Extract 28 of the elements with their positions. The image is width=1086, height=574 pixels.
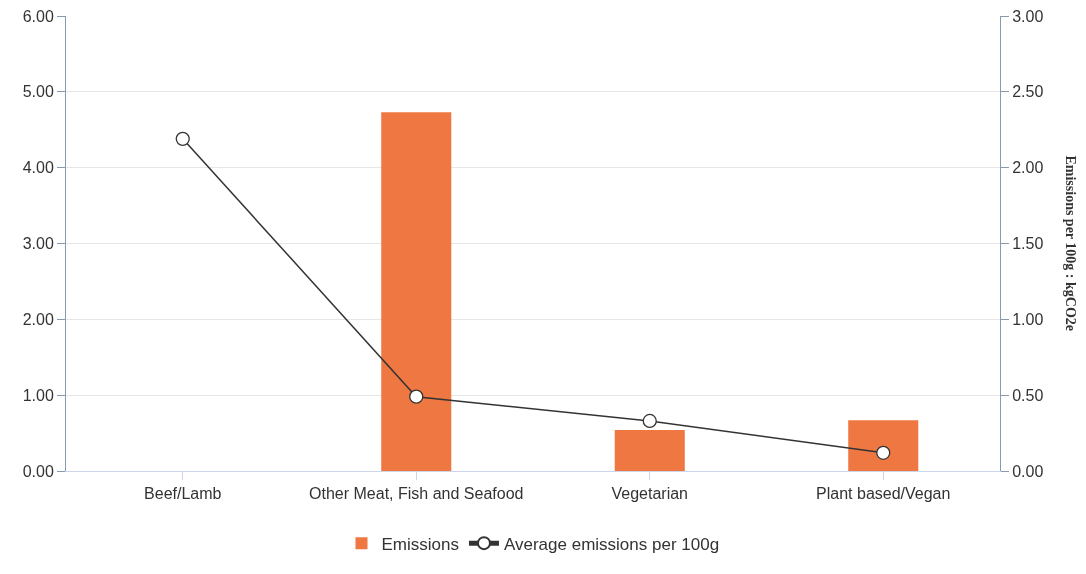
y2-tick-label: 0.00 <box>1012 462 1044 480</box>
y-tick-label: 3.00 <box>22 235 54 253</box>
x-tick-label: Plant based/Vegan <box>816 485 951 503</box>
x-tick-label: Other Meat, Fish and Seafood <box>309 485 524 503</box>
y-tick-label: 0.00 <box>22 462 54 480</box>
point <box>175 131 190 146</box>
y-tick-label: 4.00 <box>22 159 54 177</box>
y-tick-label: 6.00 <box>22 7 54 25</box>
y2-tick-label: 2.00 <box>1012 159 1044 177</box>
x-tick-label: Vegetarian <box>611 485 689 503</box>
bar <box>614 430 685 471</box>
y-tick-label: 5.00 <box>22 83 54 101</box>
y2-tick-label: 0.50 <box>1012 386 1044 404</box>
point <box>642 413 657 429</box>
y2-tick-label: 2.50 <box>1012 83 1044 101</box>
y-tick-label: 1.00 <box>22 386 54 404</box>
y2-tick-label: 1.00 <box>1012 310 1044 328</box>
point <box>876 445 891 460</box>
legend-label: Average emissions per 100g <box>503 534 720 554</box>
bar <box>848 420 919 471</box>
y2-tick-label: 1.50 <box>1012 235 1044 253</box>
y2-axis-title: Emissions per 100g : kgCO2e <box>1062 155 1078 331</box>
point <box>409 389 424 404</box>
legend-label: Emissions <box>381 534 459 554</box>
bar <box>381 112 452 471</box>
y2-tick-label: 3.00 <box>1012 7 1044 25</box>
y-tick-label: 2.00 <box>22 310 54 328</box>
x-tick-label: Beef/Lamb <box>144 485 222 503</box>
